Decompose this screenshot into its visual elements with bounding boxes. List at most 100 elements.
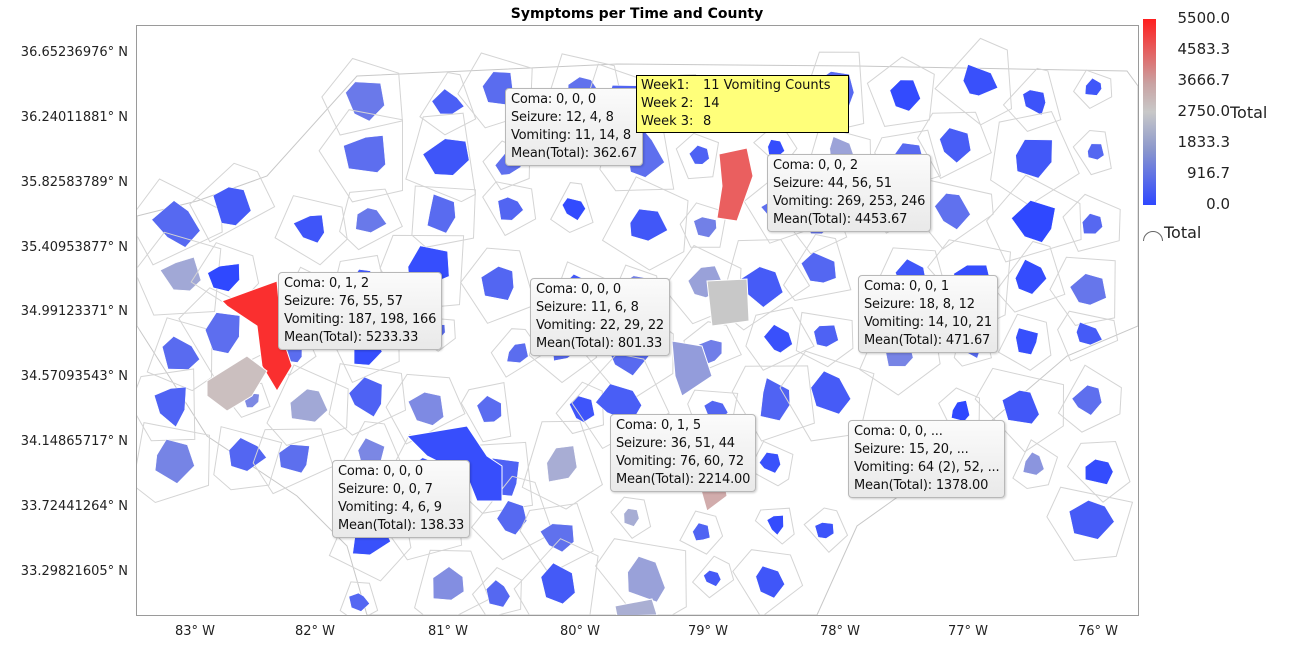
- county[interactable]: [962, 64, 999, 96]
- tooltip-line: Mean(Total): 4453.67: [773, 212, 908, 227]
- county-tooltip: Coma: 0, 1, 2 Seizure: 76, 55, 57 Vomiting…: [278, 272, 443, 350]
- county[interactable]: [1015, 139, 1053, 179]
- county[interactable]: [813, 324, 839, 348]
- county[interactable]: [228, 437, 267, 472]
- county[interactable]: [293, 214, 325, 244]
- county[interactable]: [427, 193, 456, 234]
- county[interactable]: [1076, 321, 1103, 346]
- county[interactable]: [480, 266, 514, 301]
- county[interactable]: [432, 566, 465, 601]
- county[interactable]: [740, 266, 784, 308]
- county-boundary: [675, 132, 720, 180]
- county[interactable]: [1022, 451, 1045, 476]
- county-boundary: [460, 382, 512, 443]
- county-boundary: [274, 195, 348, 266]
- county[interactable]: [212, 186, 252, 226]
- highlighted-county[interactable]: [206, 355, 268, 412]
- county[interactable]: [934, 193, 971, 230]
- county[interactable]: [1011, 200, 1056, 243]
- county[interactable]: [348, 592, 370, 612]
- county[interactable]: [160, 256, 202, 291]
- county[interactable]: [540, 562, 576, 605]
- county[interactable]: [755, 565, 785, 599]
- hover-tooltip-line: Week1: 11 Vomiting Counts: [641, 77, 844, 95]
- county[interactable]: [1087, 143, 1105, 161]
- county[interactable]: [476, 395, 502, 423]
- county[interactable]: [1082, 213, 1103, 235]
- county[interactable]: [766, 515, 784, 536]
- county[interactable]: [763, 324, 793, 353]
- county[interactable]: [343, 135, 386, 173]
- county[interactable]: [1002, 390, 1040, 425]
- county[interactable]: [1068, 500, 1115, 540]
- county[interactable]: [348, 376, 383, 418]
- county[interactable]: [627, 556, 666, 603]
- county[interactable]: [810, 370, 851, 415]
- county-boundary: [782, 233, 852, 302]
- county[interactable]: [539, 523, 575, 553]
- highlighted-county[interactable]: [671, 340, 713, 397]
- tooltip-line: Seizure: 76, 55, 57: [284, 294, 403, 309]
- county[interactable]: [1022, 89, 1046, 116]
- longitude-tick-label: 82° W: [294, 624, 336, 639]
- county[interactable]: [278, 444, 310, 474]
- tooltip-line: Coma: 0, 0, 0: [511, 92, 596, 107]
- county[interactable]: [800, 252, 837, 284]
- county-tooltip: Coma: 0, 0, 0 Seizure: 11, 6, 8 Vomiting: …: [530, 278, 670, 356]
- latitude-tick-label: 36.24011881° N: [20, 110, 128, 125]
- county[interactable]: [486, 579, 511, 608]
- legend-tick-label: 4583.3: [1177, 40, 1231, 58]
- county[interactable]: [1085, 459, 1114, 485]
- county[interactable]: [154, 439, 195, 484]
- county-boundary: [1057, 310, 1119, 362]
- hover-tooltip: Week1: 11 Vomiting Counts Week 2: 14 Week 3:…: [636, 75, 849, 133]
- county[interactable]: [562, 197, 586, 221]
- county[interactable]: [623, 508, 640, 527]
- county[interactable]: [889, 79, 921, 112]
- county-boundary: [405, 112, 476, 203]
- county[interactable]: [939, 127, 972, 164]
- county[interactable]: [703, 570, 722, 587]
- county[interactable]: [629, 208, 668, 242]
- highlighted-county[interactable]: [706, 278, 750, 327]
- county[interactable]: [692, 522, 711, 541]
- county[interactable]: [760, 377, 791, 421]
- county-boundary: [997, 313, 1052, 371]
- county[interactable]: [290, 388, 328, 423]
- highlighted-county[interactable]: [614, 598, 658, 615]
- latitude-tick-label: 36.65236976° N: [20, 45, 128, 60]
- county[interactable]: [546, 445, 578, 482]
- county[interactable]: [407, 392, 444, 426]
- county-boundary: [1012, 439, 1059, 490]
- tooltip-line: Seizure: 18, 8, 12: [864, 297, 975, 312]
- county[interactable]: [1015, 259, 1047, 295]
- tooltip-line: Seizure: 36, 51, 44: [616, 436, 735, 451]
- county[interactable]: [688, 145, 710, 165]
- county-boundary: [137, 231, 222, 316]
- county[interactable]: [497, 196, 524, 221]
- county[interactable]: [814, 522, 835, 539]
- county[interactable]: [205, 312, 241, 354]
- highlighted-county[interactable]: [716, 147, 754, 222]
- county[interactable]: [569, 395, 595, 423]
- county[interactable]: [355, 207, 387, 233]
- county[interactable]: [693, 216, 717, 238]
- county[interactable]: [1071, 384, 1103, 416]
- county[interactable]: [496, 500, 527, 536]
- county[interactable]: [1015, 327, 1039, 355]
- tooltip-line: Coma: 0, 0, 2: [773, 158, 858, 173]
- county[interactable]: [153, 386, 187, 428]
- county[interactable]: [151, 200, 201, 248]
- county[interactable]: [759, 452, 781, 474]
- county[interactable]: [207, 263, 240, 292]
- county[interactable]: [422, 138, 470, 176]
- county[interactable]: [1084, 77, 1102, 96]
- county-boundary: [189, 162, 276, 243]
- county-boundary: [471, 566, 522, 615]
- county[interactable]: [506, 342, 529, 363]
- county[interactable]: [1069, 273, 1107, 306]
- legend-tick-label: 5500.0: [1177, 9, 1231, 27]
- tooltip-line: Mean(Total): 1378.00: [854, 478, 989, 493]
- county-boundary: [594, 538, 687, 615]
- week-label: Week 2:: [641, 96, 694, 111]
